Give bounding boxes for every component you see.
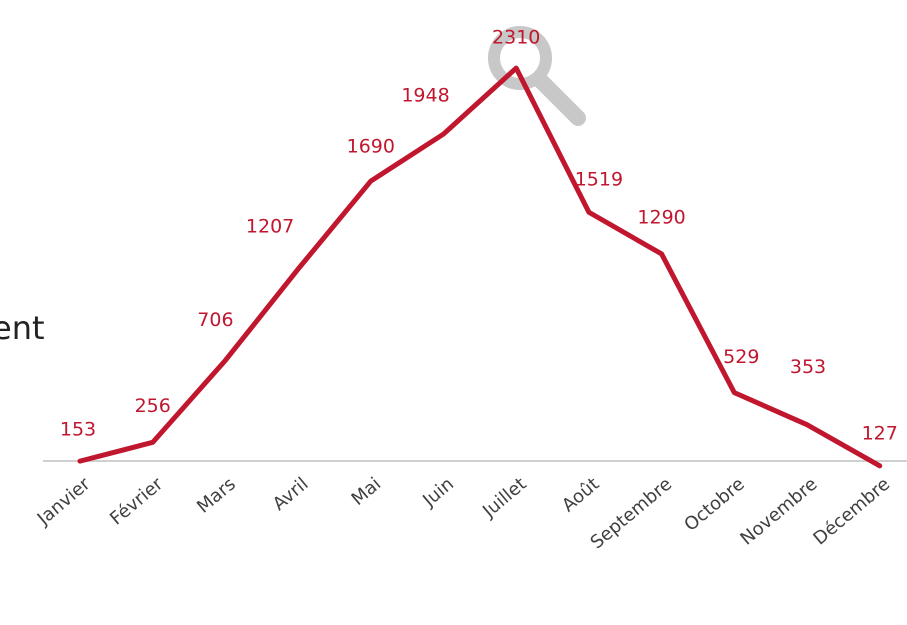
x-tick-label: Novembre (736, 474, 821, 550)
x-tick-label: Avril (269, 474, 313, 515)
data-label: 153 (60, 419, 96, 441)
x-tick-label: Juillet (478, 474, 530, 523)
x-tick-label: Février (106, 473, 167, 529)
x-tick-label: Janvier (33, 473, 95, 530)
x-tick-label: Septembre (587, 474, 676, 554)
data-label: 1207 (246, 216, 294, 238)
data-label: 1290 (637, 206, 685, 228)
data-label: 529 (723, 346, 759, 368)
x-tick-label: Octobre (680, 474, 748, 536)
x-tick-label: Juin (418, 474, 458, 512)
data-label: 1690 (347, 136, 395, 158)
x-tick-label: Mars (193, 474, 240, 518)
x-tick-label: Mai (348, 474, 386, 510)
data-label: 353 (790, 356, 826, 378)
side-text: ent (0, 309, 45, 347)
data-label: 127 (862, 422, 898, 444)
magnifier-icon (488, 26, 586, 126)
data-label: 1519 (575, 169, 623, 191)
x-tick-label: Août (558, 474, 603, 517)
data-label: 2310 (492, 27, 540, 49)
data-label: 256 (135, 395, 171, 417)
data-line (77, 65, 883, 469)
x-tick-label: Décembre (809, 474, 894, 550)
data-label: 1948 (401, 85, 449, 107)
data-label: 706 (197, 309, 233, 331)
